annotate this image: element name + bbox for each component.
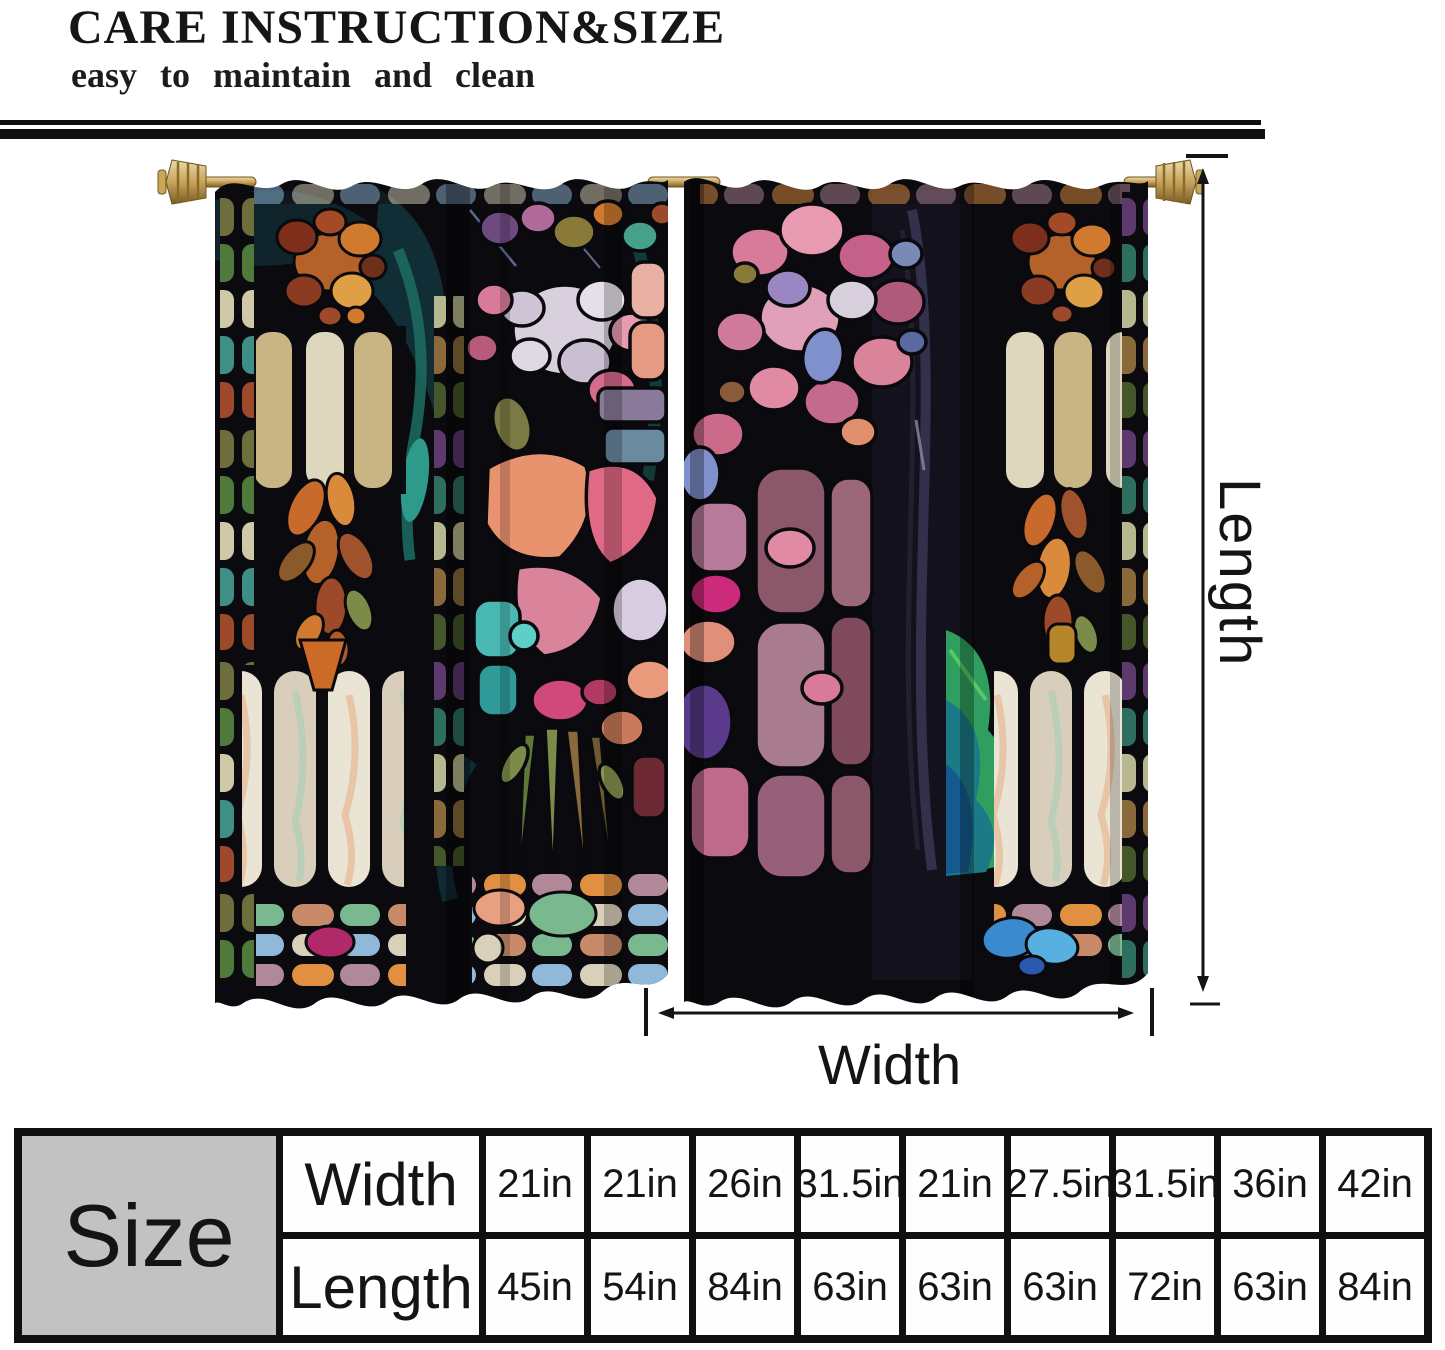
length-arrow <box>1186 154 1228 1006</box>
width-value-5: 21in <box>906 1136 1004 1232</box>
size-table-corner: Size <box>22 1136 276 1335</box>
amber-cluster-right <box>1009 209 1118 325</box>
rod-finial-left <box>157 159 207 205</box>
length-value-1: 45in <box>486 1239 584 1335</box>
width-value-2: 21in <box>591 1136 689 1232</box>
width-value-7: 31.5in <box>1116 1136 1214 1232</box>
length-value-7: 72in <box>1116 1239 1214 1335</box>
curtain-panel-left <box>215 179 668 1009</box>
width-arrow <box>644 988 1154 1036</box>
width-value-6: 27.5in <box>1011 1136 1109 1232</box>
rose-cluster-right <box>714 202 928 449</box>
width-value-8: 36in <box>1221 1136 1319 1232</box>
width-value-3: 26in <box>696 1136 794 1232</box>
amber-cluster-left <box>275 207 388 328</box>
curtain-panel-right <box>684 178 1148 1008</box>
length-value-3: 84in <box>696 1239 794 1335</box>
width-value-1: 21in <box>486 1136 584 1232</box>
length-value-6: 63in <box>1011 1239 1109 1335</box>
mauve-slabs-right <box>684 410 874 880</box>
divider-line-thin <box>0 120 1261 125</box>
length-value-5: 63in <box>906 1239 1004 1335</box>
length-dimension-label: Length <box>1207 478 1272 668</box>
page-title: CARE INSTRUCTION&SIZE <box>68 1 726 54</box>
size-table: Size Width 21in 21in 26in 31.5in 21in 27… <box>14 1128 1432 1343</box>
width-value-4: 31.5in <box>801 1136 899 1232</box>
size-table-row-header-length: Length <box>283 1239 479 1335</box>
length-value-4: 63in <box>801 1239 899 1335</box>
width-dimension-label: Width <box>818 1033 962 1096</box>
width-value-9: 42in <box>1326 1136 1424 1232</box>
leaf-cluster-right <box>1009 487 1108 655</box>
divider-line-thick <box>0 129 1265 139</box>
size-table-row-header-width: Width <box>283 1136 479 1232</box>
length-value-2: 54in <box>591 1239 689 1335</box>
length-value-9: 84in <box>1326 1239 1424 1335</box>
floral-left <box>464 199 668 895</box>
rod-finial-right <box>1155 159 1205 205</box>
page-subtitle: easy to maintain and clean <box>71 55 536 95</box>
length-value-8: 63in <box>1221 1239 1319 1335</box>
